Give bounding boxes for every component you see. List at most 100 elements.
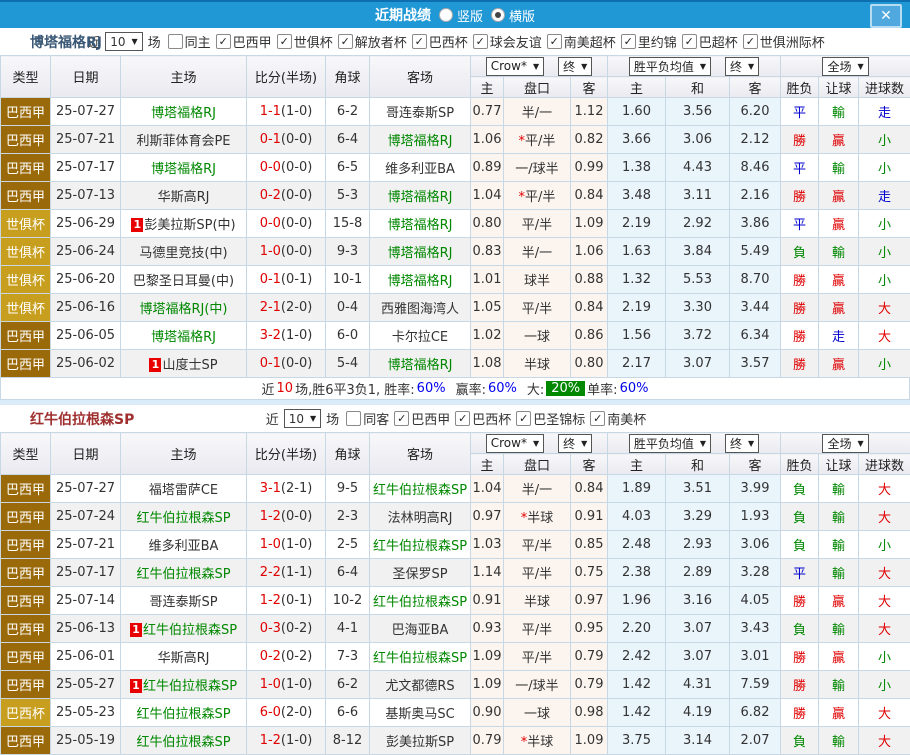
checkbox-icon[interactable]: ✓ bbox=[590, 411, 605, 426]
near-count-value: 10 bbox=[110, 35, 125, 49]
checkbox-icon[interactable]: ✓ bbox=[394, 411, 409, 426]
home-team-name: 红牛伯拉根森SP bbox=[136, 511, 230, 526]
handicap-away-odds: 0.85 bbox=[571, 531, 608, 559]
checkbox-icon[interactable]: ✓ bbox=[277, 34, 292, 49]
half-time-score: (0-0) bbox=[281, 356, 312, 371]
league-filter-label: 球会友谊 bbox=[490, 32, 542, 51]
avg-home-odds: 1.32 bbox=[608, 266, 666, 294]
corner-cell: 6-5 bbox=[326, 154, 370, 182]
horizontal-layout-label[interactable]: 横版 bbox=[509, 6, 535, 25]
checkbox-icon[interactable]: ✓ bbox=[547, 34, 562, 49]
odds-company-select[interactable]: Crow*▼ bbox=[486, 434, 544, 453]
avg-type-value: 胜平负均值 bbox=[634, 435, 694, 452]
near-count-select[interactable]: 10▼ bbox=[284, 409, 321, 428]
near-label: 近 bbox=[266, 409, 279, 428]
checkbox-icon[interactable]: ✓ bbox=[621, 34, 636, 49]
same-venue-filter[interactable]: 同主 bbox=[163, 32, 211, 51]
avg-draw-odds: 3.06 bbox=[666, 126, 730, 154]
league-filter[interactable]: ✓南美超杯 bbox=[542, 32, 616, 51]
handicap-home-odds: 0.93 bbox=[471, 615, 504, 643]
league-filter[interactable]: ✓巴西甲 bbox=[389, 409, 450, 428]
away-team-name: 红牛伯拉根森SP bbox=[373, 483, 467, 498]
odds-company-value: Crow* bbox=[491, 59, 527, 73]
home-team-name: 博塔福格RJ bbox=[151, 162, 216, 177]
odds-time-select[interactable]: 终▼ bbox=[558, 434, 592, 453]
league-filter[interactable]: ✓巴圣锦标 bbox=[511, 409, 585, 428]
avg-away-odds: 2.12 bbox=[730, 126, 781, 154]
checkbox-icon[interactable] bbox=[168, 34, 183, 49]
league-filter[interactable]: ✓里约锦 bbox=[616, 32, 677, 51]
vertical-layout-radio[interactable] bbox=[439, 8, 453, 22]
avg-home-odds: 3.48 bbox=[608, 182, 666, 210]
same-venue-filter[interactable]: 同客 bbox=[341, 409, 389, 428]
result-wdl: 勝 bbox=[781, 322, 819, 350]
result-handicap: 贏 bbox=[819, 266, 859, 294]
league-filter[interactable]: ✓南美杯 bbox=[585, 409, 646, 428]
league-type-cell: 巴西甲 bbox=[1, 559, 51, 587]
result-goals: 小 bbox=[859, 210, 910, 238]
near-count-select[interactable]: 10▼ bbox=[105, 32, 142, 51]
full-time-score: 0-3 bbox=[260, 621, 281, 636]
col-type: 类型 bbox=[1, 56, 51, 98]
vertical-layout-label[interactable]: 竖版 bbox=[457, 6, 483, 25]
checkbox-icon[interactable]: ✓ bbox=[338, 34, 353, 49]
checkbox-icon[interactable]: ✓ bbox=[516, 411, 531, 426]
league-filter[interactable]: ✓巴西杯 bbox=[450, 409, 511, 428]
league-filter[interactable]: ✓球会友谊 bbox=[468, 32, 542, 51]
checkbox-icon[interactable] bbox=[346, 411, 361, 426]
home-team-name: 华斯高RJ bbox=[158, 190, 210, 205]
half-time-score: (1-0) bbox=[281, 104, 312, 119]
result-handicap: 輸 bbox=[819, 671, 859, 699]
league-filter[interactable]: ✓巴西杯 bbox=[407, 32, 468, 51]
away-team-cell: 维多利亚BA bbox=[370, 154, 471, 182]
league-filter[interactable]: ✓巴超杯 bbox=[677, 32, 738, 51]
handicap-star: * bbox=[519, 134, 526, 149]
checkbox-icon[interactable]: ✓ bbox=[682, 34, 697, 49]
avg-home-odds: 1.96 bbox=[608, 587, 666, 615]
handicap-home-odds: 1.03 bbox=[471, 531, 504, 559]
half-time-score: (1-0) bbox=[281, 328, 312, 343]
avg-time-select[interactable]: 终▼ bbox=[725, 434, 759, 453]
score-cell: 0-1(0-0) bbox=[247, 126, 326, 154]
avg-time-select[interactable]: 终▼ bbox=[725, 57, 759, 76]
league-filter[interactable]: ✓世俱杯 bbox=[272, 32, 333, 51]
league-type-cell: 巴西甲 bbox=[1, 531, 51, 559]
odds-company-select[interactable]: Crow*▼ bbox=[486, 57, 544, 76]
home-team-name: 马德里竞技(中) bbox=[139, 246, 227, 261]
date-cell: 25-07-27 bbox=[51, 475, 121, 503]
table-header-row: 类型 日期 主场 比分(半场) 角球 客场 Crow*▼ 终▼ 胜平负均值▼ 终… bbox=[1, 56, 910, 77]
league-filter-label: 解放者杯 bbox=[355, 32, 407, 51]
win-rate: 60% bbox=[417, 381, 446, 396]
corner-cell: 9-3 bbox=[326, 238, 370, 266]
full-time-score: 1-1 bbox=[260, 104, 281, 119]
avg-home-odds: 2.42 bbox=[608, 643, 666, 671]
chevron-down-icon: ▼ bbox=[748, 62, 754, 71]
col-avg-draw: 和 bbox=[666, 454, 730, 475]
checkbox-icon[interactable]: ✓ bbox=[473, 34, 488, 49]
avg-type-select[interactable]: 胜平负均值▼ bbox=[629, 434, 711, 453]
scope-select[interactable]: 全场▼ bbox=[822, 434, 868, 453]
league-filter[interactable]: ✓巴西甲 bbox=[211, 32, 272, 51]
home-team-name: 红牛伯拉根森SP bbox=[136, 735, 230, 750]
horizontal-layout-radio[interactable] bbox=[491, 8, 505, 22]
result-wdl: 勝 bbox=[781, 126, 819, 154]
league-filter[interactable]: ✓解放者杯 bbox=[333, 32, 407, 51]
date-cell: 25-05-23 bbox=[51, 699, 121, 727]
scope-group-header: 全场▼ bbox=[781, 433, 910, 454]
handicap-away-odds: 0.84 bbox=[571, 294, 608, 322]
checkbox-icon[interactable]: ✓ bbox=[743, 34, 758, 49]
summary-text: 赢率: bbox=[456, 379, 486, 398]
scope-select[interactable]: 全场▼ bbox=[822, 57, 868, 76]
checkbox-icon[interactable]: ✓ bbox=[455, 411, 470, 426]
table-header-row: 类型 日期 主场 比分(半场) 角球 客场 Crow*▼ 终▼ 胜平负均值▼ 终… bbox=[1, 433, 910, 454]
league-filter[interactable]: ✓世俱洲际杯 bbox=[738, 32, 825, 51]
odds-time-select[interactable]: 终▼ bbox=[558, 57, 592, 76]
close-icon[interactable]: ✕ bbox=[870, 4, 902, 28]
avg-type-select[interactable]: 胜平负均值▼ bbox=[629, 57, 711, 76]
home-team-name: 哥连泰斯SP bbox=[149, 595, 217, 610]
checkbox-icon[interactable]: ✓ bbox=[412, 34, 427, 49]
checkbox-icon[interactable]: ✓ bbox=[216, 34, 231, 49]
result-handicap: 贏 bbox=[819, 587, 859, 615]
date-cell: 25-05-27 bbox=[51, 671, 121, 699]
score-cell: 0-2(0-0) bbox=[247, 182, 326, 210]
